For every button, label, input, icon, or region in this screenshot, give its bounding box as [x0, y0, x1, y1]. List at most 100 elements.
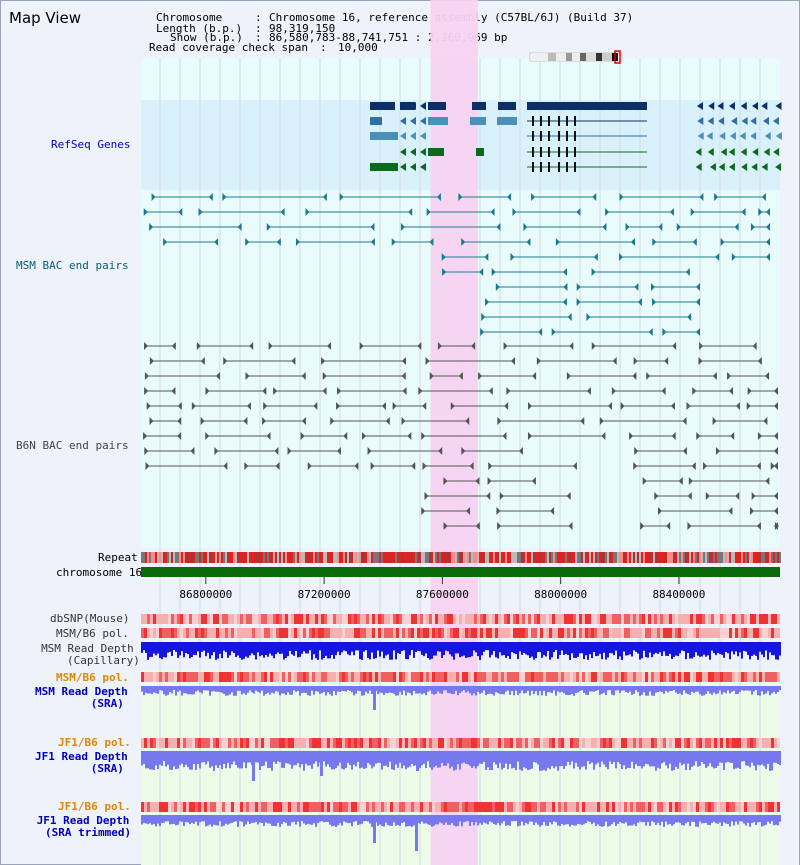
msm-read-depth-sra [397, 686, 399, 696]
jf1-b6-polymorphism-2 [516, 802, 519, 812]
b6n-bac-pair-end [177, 417, 182, 425]
jf1-read-depth-trimmed [173, 815, 175, 824]
jf1-b6-polymorphism-2 [660, 802, 663, 812]
msm-bac-pair-end [245, 238, 250, 246]
msm-read-depth-capillary [321, 642, 323, 660]
repeat-element [447, 552, 449, 563]
jf1-read-depth-trimmed [271, 815, 273, 826]
msm-b6-polymorphism-2 [621, 672, 624, 682]
msm-b6-polymorphism-2 [741, 672, 744, 682]
msm-read-depth-sra [507, 686, 509, 691]
msm-bac-pair-end [370, 223, 375, 231]
repeat-element [711, 552, 713, 563]
msm-b6-polymorphism-2 [627, 672, 630, 682]
jf1-b6-polymorphism [213, 738, 216, 748]
jf1-b6-polymorphism [645, 738, 648, 748]
jf1-b6-polymorphism [771, 738, 774, 748]
b6n-bac-pair-end [367, 447, 372, 455]
jf1-b6-polymorphism-2 [414, 802, 417, 812]
jf1-read-depth-trimmed [683, 815, 685, 826]
msm-b6-polymorphism [558, 628, 561, 638]
b6n-bac-pair-end [496, 507, 501, 515]
track-label-msm-bac[interactable]: MSM BAC end pairs [16, 259, 129, 272]
msm-read-depth-capillary [387, 642, 389, 655]
msm-read-depth-sra [315, 686, 317, 692]
jf1-read-depth-trimmed [339, 815, 341, 824]
msm-read-depth-capillary [485, 642, 487, 651]
dbsnp-density [420, 614, 423, 624]
msm-read-depth-sra [213, 686, 215, 692]
msm-b6-polymorphism [510, 628, 513, 638]
jf1-read-depth-trimmed [215, 815, 217, 826]
msm-read-depth-sra [487, 686, 489, 695]
refseq-exon [574, 131, 576, 141]
msm-read-depth-sra [549, 686, 551, 693]
jf1-read-depth-trimmed [473, 815, 475, 826]
jf1-read-depth-trimmed [667, 815, 669, 825]
jf1-read-depth-sra [407, 751, 409, 768]
msm-b6-polymorphism-2 [312, 672, 315, 682]
repeat-element [639, 552, 641, 563]
dbsnp-density [585, 614, 588, 624]
jf1-read-depth-sra [677, 751, 679, 769]
jf1-b6-polymorphism [555, 738, 558, 748]
jf1-b6-polymorphism [441, 738, 444, 748]
jf1-b6-polymorphism [732, 738, 735, 748]
b6n-bac-pair-end [657, 507, 662, 515]
dbsnp-density [693, 614, 696, 624]
msm-read-depth-capillary [733, 642, 735, 655]
msm-read-depth-sra [429, 686, 431, 691]
msm-b6-polymorphism [705, 628, 708, 638]
msm-read-depth-capillary [315, 642, 317, 659]
msm-b6-polymorphism-2 [420, 672, 423, 682]
jf1-read-depth-trimmed [335, 815, 337, 827]
jf1-read-depth-trimmed [635, 815, 637, 827]
dbsnp-density [342, 614, 345, 624]
jf1-b6-polymorphism [294, 738, 297, 748]
jf1-read-depth-trimmed [391, 815, 393, 826]
jf1-read-depth-sra [177, 751, 179, 769]
jf1-b6-polymorphism [264, 738, 267, 748]
b6n-bac-pair-end [478, 372, 483, 380]
msm-read-depth-sra [273, 686, 275, 694]
repeat-element [263, 552, 265, 563]
jf1-read-depth-sra [685, 751, 687, 771]
jf1-read-depth-trimmed [221, 815, 223, 827]
msm-read-depth-sra [387, 686, 389, 694]
msm-b6-polymorphism [333, 628, 336, 638]
jf1-b6-polymorphism [315, 738, 318, 748]
jf1-b6-polymorphism [609, 738, 612, 748]
track-label-refseq[interactable]: RefSeq Genes [51, 138, 131, 151]
jf1-read-depth-trimmed [477, 815, 479, 826]
jf1-read-depth-trimmed [157, 815, 159, 824]
jf1-read-depth-sra [165, 751, 167, 767]
jf1-read-depth-sra [325, 751, 327, 767]
jf1-read-depth-sra [477, 751, 479, 766]
jf1-read-depth-trimmed [679, 815, 681, 823]
track-label-b6n-bac[interactable]: B6N BAC end pairs [16, 439, 129, 452]
jf1-read-depth-trimmed [637, 815, 639, 823]
jf1-b6-polymorphism-2 [699, 802, 702, 812]
msm-read-depth-capillary [623, 642, 625, 652]
msm-bac-pair-end [576, 283, 581, 291]
msm-b6-polymorphism [354, 628, 357, 638]
dbsnp-density [555, 614, 558, 624]
b6n-bac-pair-end [146, 402, 151, 410]
msm-read-depth-capillary [731, 642, 733, 652]
jf1-read-depth-trimmed [171, 815, 173, 825]
jf1-read-depth-sra [279, 751, 281, 763]
jf1-read-depth-trimmed [201, 815, 203, 822]
msm-read-depth-sra [321, 686, 323, 694]
b6n-bac-pair-end [666, 522, 671, 530]
jf1-b6-polymorphism [684, 738, 687, 748]
jf1-b6-polymorphism [669, 738, 672, 748]
msm-b6-polymorphism [249, 628, 252, 638]
jf1-read-depth-sra [475, 751, 477, 769]
jf1-read-depth-trimmed [773, 815, 775, 826]
msm-b6-polymorphism-2 [201, 672, 204, 682]
msm-b6-polymorphism [618, 628, 621, 638]
jf1-read-depth-trimmed [347, 815, 349, 823]
jf1-read-depth-trimmed [719, 815, 721, 823]
repeat-element [529, 552, 531, 563]
